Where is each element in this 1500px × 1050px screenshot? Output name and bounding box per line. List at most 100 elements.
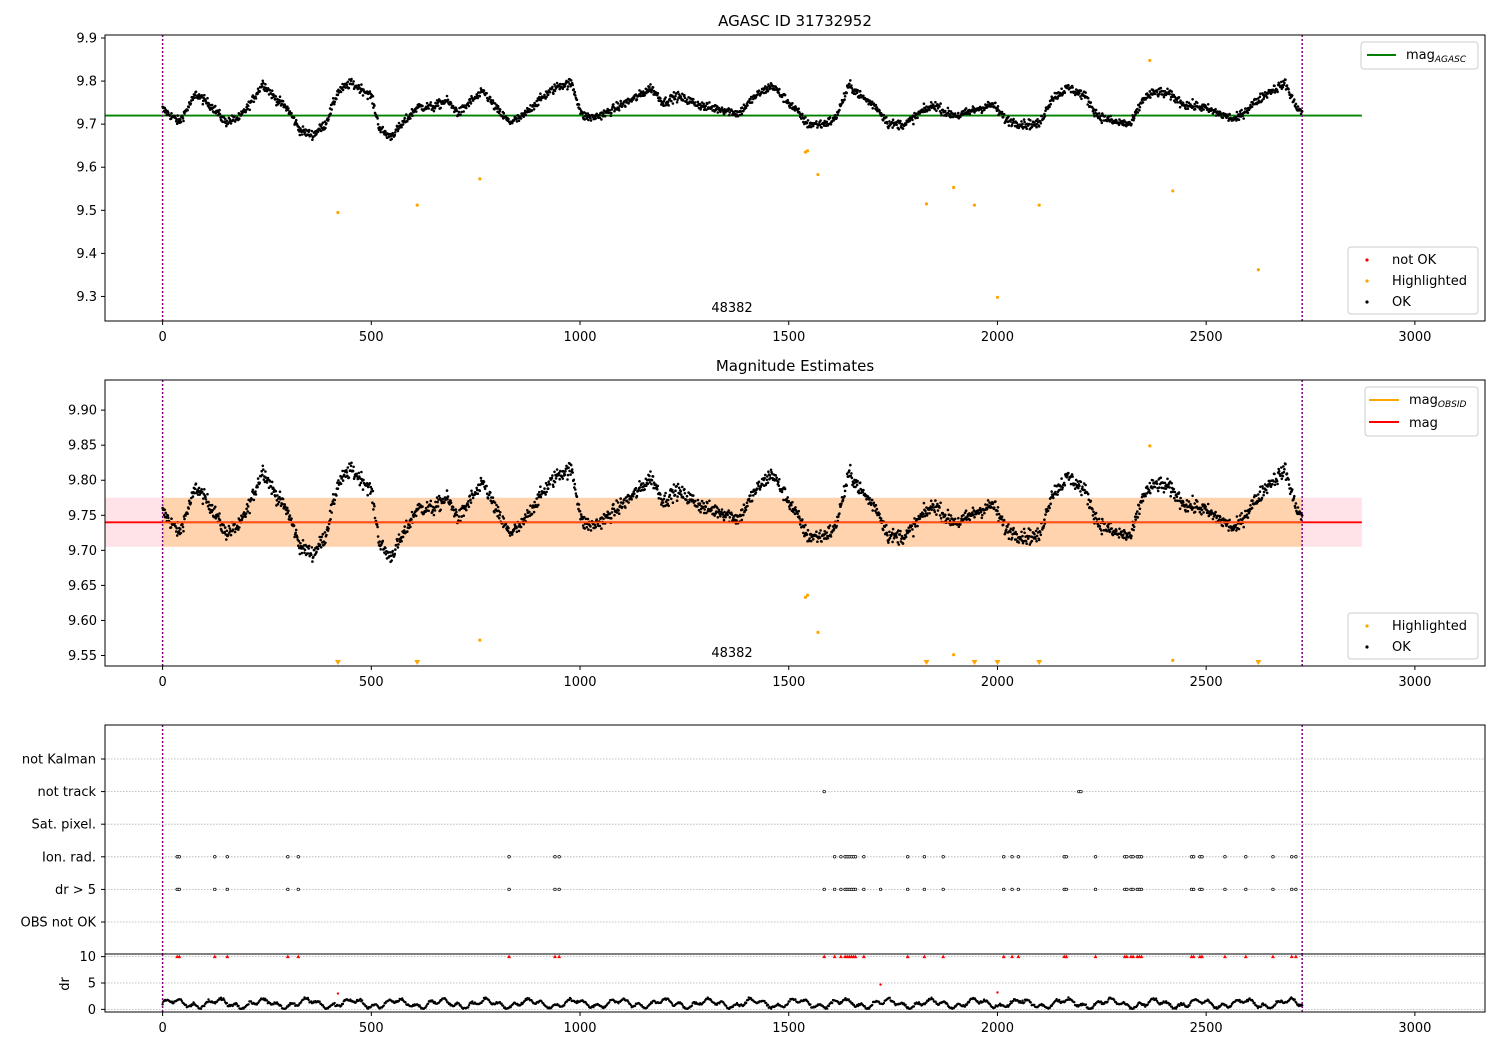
ok-point	[174, 530, 178, 533]
ok-point	[324, 541, 327, 545]
ok-point	[668, 97, 672, 101]
ok-point	[1287, 478, 1290, 481]
ok-point	[218, 112, 222, 116]
ok-point	[1056, 493, 1059, 496]
dr-point	[280, 1004, 283, 1008]
flag-marker	[1223, 887, 1227, 892]
ok-point	[175, 526, 178, 530]
ok-point	[964, 107, 968, 110]
ok-point	[634, 486, 638, 490]
ok-point	[545, 95, 548, 99]
ok-point	[1079, 89, 1083, 92]
ok-point	[1125, 538, 1128, 541]
ok-point	[460, 110, 463, 114]
ok-point	[609, 114, 613, 118]
estimates-obsid-annotation: 48382	[711, 646, 752, 661]
ok-point	[806, 528, 810, 532]
ok-point	[297, 544, 300, 547]
ok-point	[360, 83, 363, 86]
ok-point	[801, 112, 804, 116]
ok-point	[788, 507, 792, 511]
ok-point	[483, 487, 487, 491]
ok-point	[594, 525, 597, 529]
ok-point	[345, 83, 349, 87]
ok-point	[261, 473, 264, 477]
ok-point	[1162, 95, 1166, 99]
ok-point	[1186, 107, 1190, 110]
ok-point	[281, 497, 285, 501]
ok-point	[548, 483, 552, 486]
ok-point	[1084, 483, 1087, 487]
ok-point	[586, 112, 590, 115]
ok-point	[661, 102, 665, 105]
ok-point	[613, 109, 616, 113]
ok-point	[981, 513, 984, 517]
ok-point	[350, 77, 353, 81]
ok-point	[341, 82, 344, 86]
flag-marker	[177, 887, 181, 892]
ok-point	[994, 500, 997, 503]
ok-point	[840, 502, 843, 506]
ok-point	[946, 508, 950, 512]
ok-point	[749, 494, 752, 497]
ok-point	[315, 132, 318, 136]
ok-point	[870, 100, 874, 104]
ok-point	[287, 107, 290, 110]
highlighted-point	[972, 203, 977, 207]
ok-point	[878, 512, 881, 516]
ok-point	[204, 498, 208, 501]
ok-point	[825, 531, 829, 534]
ok-point	[934, 499, 937, 502]
ok-point	[574, 94, 577, 97]
ok-point	[1009, 118, 1013, 121]
ok-point	[175, 534, 179, 537]
ok-point	[1022, 118, 1026, 121]
ok-point	[728, 516, 732, 519]
ok-point	[1028, 122, 1031, 126]
flag-marker	[862, 887, 866, 892]
ok-point	[187, 105, 190, 109]
ok-point	[573, 90, 577, 94]
ok-point	[904, 123, 908, 126]
ok-point	[522, 115, 525, 118]
ok-point	[427, 107, 431, 110]
ok-point	[457, 515, 461, 518]
ok-point	[329, 518, 332, 521]
ok-point	[216, 114, 220, 117]
ok-point	[589, 116, 592, 120]
ok-point	[914, 116, 917, 120]
ok-point	[496, 505, 500, 509]
ok-point	[587, 118, 590, 122]
ok-point	[589, 119, 593, 122]
ok-point	[1025, 127, 1028, 130]
ok-point	[1168, 92, 1171, 96]
estimates-ytick-label: 9.65	[68, 579, 97, 594]
ok-point	[202, 99, 205, 103]
ok-point	[327, 118, 330, 121]
ok-point	[214, 104, 217, 108]
ok-point	[303, 551, 306, 554]
ok-point	[566, 88, 569, 91]
ok-point	[251, 488, 255, 492]
ok-point	[1282, 470, 1286, 474]
ok-point	[895, 536, 898, 539]
ok-point	[179, 531, 183, 535]
ok-point	[1021, 122, 1024, 126]
ok-point	[662, 497, 666, 501]
ok-point	[1086, 503, 1089, 506]
ok-point	[410, 518, 413, 521]
ok-point	[565, 464, 568, 468]
ok-point	[683, 93, 686, 97]
ok-point	[767, 470, 770, 474]
estimates-points-legend: Highlighted OK	[1347, 612, 1479, 660]
ok-point	[1177, 491, 1181, 494]
ok-point	[222, 523, 225, 527]
ok-point	[804, 523, 807, 527]
ok-point	[993, 506, 996, 510]
ok-point	[685, 98, 689, 101]
ok-point	[183, 112, 186, 115]
ok-point	[572, 88, 576, 91]
highlighted-point	[1148, 444, 1152, 448]
ok-point	[231, 118, 235, 122]
